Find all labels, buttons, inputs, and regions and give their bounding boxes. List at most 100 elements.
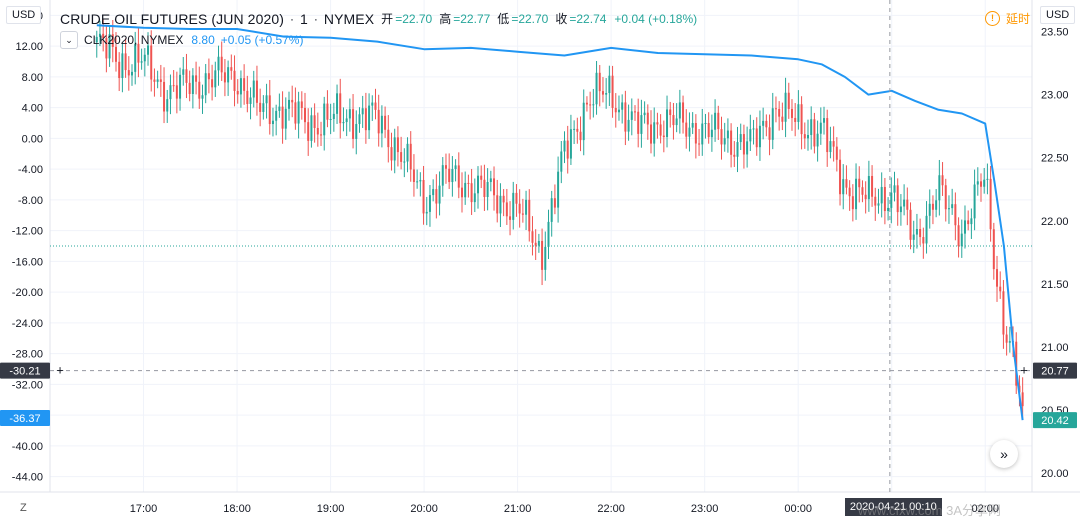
candle-body[interactable]: [169, 85, 172, 100]
candle-body[interactable]: [566, 140, 569, 159]
candle-body[interactable]: [336, 93, 339, 114]
candle-body[interactable]: [701, 123, 704, 145]
candle-body[interactable]: [717, 112, 720, 130]
candle-body[interactable]: [653, 122, 656, 144]
candle-body[interactable]: [387, 129, 390, 148]
candle-body[interactable]: [784, 92, 787, 122]
candle-body[interactable]: [195, 75, 198, 82]
candle-body[interactable]: [999, 286, 1002, 292]
candle-body[interactable]: [512, 192, 515, 220]
candle-body[interactable]: [105, 37, 108, 59]
candle-body[interactable]: [858, 178, 861, 188]
candle-body[interactable]: [137, 43, 140, 63]
candle-body[interactable]: [800, 104, 803, 135]
candle-body[interactable]: [300, 101, 303, 108]
candle-body[interactable]: [489, 178, 492, 183]
candle-body[interactable]: [390, 147, 393, 161]
candle-body[interactable]: [765, 120, 768, 128]
candle-body[interactable]: [214, 70, 217, 88]
candle-body[interactable]: [749, 129, 752, 142]
right-axis-unit[interactable]: USD: [1040, 6, 1076, 24]
candle-body[interactable]: [326, 103, 329, 120]
candle-body[interactable]: [457, 165, 460, 188]
candle-body[interactable]: [118, 61, 121, 79]
candle-body[interactable]: [435, 189, 438, 204]
candle-body[interactable]: [790, 108, 793, 118]
candle-body[interactable]: [960, 233, 963, 247]
candle-body[interactable]: [422, 179, 425, 214]
candle-body[interactable]: [547, 221, 550, 247]
candle-body[interactable]: [525, 199, 528, 215]
candle-body[interactable]: [771, 108, 774, 140]
candle-body[interactable]: [191, 75, 194, 94]
candle-body[interactable]: [573, 128, 576, 130]
candle-body[interactable]: [518, 203, 521, 214]
candle-body[interactable]: [515, 192, 518, 204]
candle-body[interactable]: [281, 106, 284, 129]
candle-body[interactable]: [236, 90, 239, 95]
candle-body[interactable]: [358, 114, 361, 125]
candle-body[interactable]: [589, 104, 592, 106]
z-label[interactable]: Z: [20, 502, 27, 514]
candle-body[interactable]: [323, 103, 326, 136]
candle-body[interactable]: [233, 70, 236, 91]
candle-body[interactable]: [710, 129, 713, 138]
candle-body[interactable]: [826, 118, 829, 153]
candle-body[interactable]: [179, 74, 182, 99]
candle-body[interactable]: [601, 91, 604, 95]
candle-body[interactable]: [919, 229, 922, 238]
candle-body[interactable]: [114, 46, 117, 62]
candle-body[interactable]: [249, 97, 252, 104]
overlay-series[interactable]: [96, 24, 1024, 421]
candle-body[interactable]: [787, 92, 790, 109]
candle-body[interactable]: [198, 81, 201, 99]
candle-body[interactable]: [951, 204, 954, 209]
candle-body[interactable]: [605, 93, 608, 95]
candle-body[interactable]: [845, 179, 848, 188]
candle-body[interactable]: [813, 119, 816, 147]
candle-body[interactable]: [883, 186, 886, 212]
candle-body[interactable]: [412, 169, 415, 182]
candle-body[interactable]: [778, 108, 781, 117]
candle-body[interactable]: [762, 120, 765, 126]
candle-body[interactable]: [643, 112, 646, 116]
candle-body[interactable]: [947, 208, 950, 210]
candle-body[interactable]: [755, 128, 758, 148]
candle-body[interactable]: [973, 184, 976, 219]
candle-body[interactable]: [239, 78, 242, 95]
candle-body[interactable]: [839, 159, 842, 195]
candle-body[interactable]: [656, 122, 659, 125]
candle-body[interactable]: [246, 90, 249, 104]
candle-body[interactable]: [284, 108, 287, 129]
candle-body[interactable]: [377, 109, 380, 134]
candle-body[interactable]: [595, 72, 598, 105]
candle-body[interactable]: [1005, 334, 1008, 343]
candle-body[interactable]: [637, 111, 640, 134]
candle-body[interactable]: [989, 178, 992, 230]
candle-body[interactable]: [143, 54, 146, 62]
candle-body[interactable]: [268, 95, 271, 125]
candle-body[interactable]: [291, 99, 294, 103]
candle-body[interactable]: [694, 122, 697, 144]
overlay-symbol[interactable]: CLK2020, NYMEX: [84, 33, 184, 47]
candle-body[interactable]: [1021, 392, 1024, 407]
candle-body[interactable]: [823, 118, 826, 123]
candle-body[interactable]: [938, 175, 941, 201]
candle-body[interactable]: [432, 189, 435, 196]
candle-body[interactable]: [714, 112, 717, 130]
candle-body[interactable]: [355, 124, 358, 139]
candle-body[interactable]: [903, 199, 906, 207]
candle-body[interactable]: [925, 215, 928, 244]
candle-body[interactable]: [480, 175, 483, 180]
candle-body[interactable]: [211, 79, 214, 88]
candle-body[interactable]: [428, 195, 431, 212]
candle-body[interactable]: [185, 69, 188, 83]
candle-body[interactable]: [265, 95, 268, 104]
candle-body[interactable]: [400, 152, 403, 162]
candle-body[interactable]: [797, 104, 800, 122]
candle-body[interactable]: [368, 105, 371, 131]
candle-body[interactable]: [259, 102, 262, 112]
candle-body[interactable]: [742, 134, 745, 155]
candle-body[interactable]: [662, 135, 665, 137]
candle-body[interactable]: [650, 124, 653, 144]
